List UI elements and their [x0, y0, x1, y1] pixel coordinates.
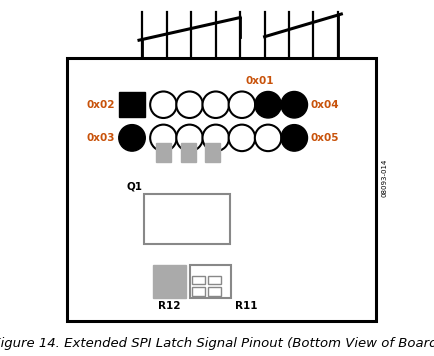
Text: 08093-014: 08093-014 — [380, 159, 386, 197]
Bar — [191, 276, 205, 284]
Bar — [189, 265, 231, 298]
Circle shape — [280, 125, 307, 151]
Circle shape — [202, 125, 228, 151]
Bar — [156, 143, 171, 162]
Text: 0x02: 0x02 — [86, 100, 115, 110]
Text: 0x03: 0x03 — [86, 133, 115, 143]
Text: 0x01: 0x01 — [244, 75, 273, 85]
Bar — [144, 194, 229, 244]
Circle shape — [118, 125, 145, 151]
Circle shape — [228, 91, 255, 118]
Text: R11: R11 — [234, 301, 257, 311]
Circle shape — [280, 91, 307, 118]
Bar — [205, 143, 220, 162]
Text: 0x05: 0x05 — [310, 133, 339, 143]
Circle shape — [150, 125, 176, 151]
Text: 0x04: 0x04 — [310, 100, 339, 110]
Circle shape — [176, 91, 202, 118]
Circle shape — [254, 125, 281, 151]
Bar — [119, 92, 144, 117]
Text: R12: R12 — [158, 301, 181, 311]
Bar — [191, 287, 205, 296]
Circle shape — [150, 91, 176, 118]
Circle shape — [202, 91, 228, 118]
Bar — [153, 265, 186, 298]
Text: Figure 14. Extended SPI Latch Signal Pinout (Bottom View of Board): Figure 14. Extended SPI Latch Signal Pin… — [0, 337, 434, 350]
Text: Q1: Q1 — [126, 182, 142, 192]
Bar — [67, 58, 375, 321]
Bar — [181, 143, 195, 162]
Circle shape — [176, 125, 202, 151]
Circle shape — [228, 125, 255, 151]
Circle shape — [254, 91, 281, 118]
Bar — [207, 276, 220, 284]
Bar — [207, 287, 220, 296]
